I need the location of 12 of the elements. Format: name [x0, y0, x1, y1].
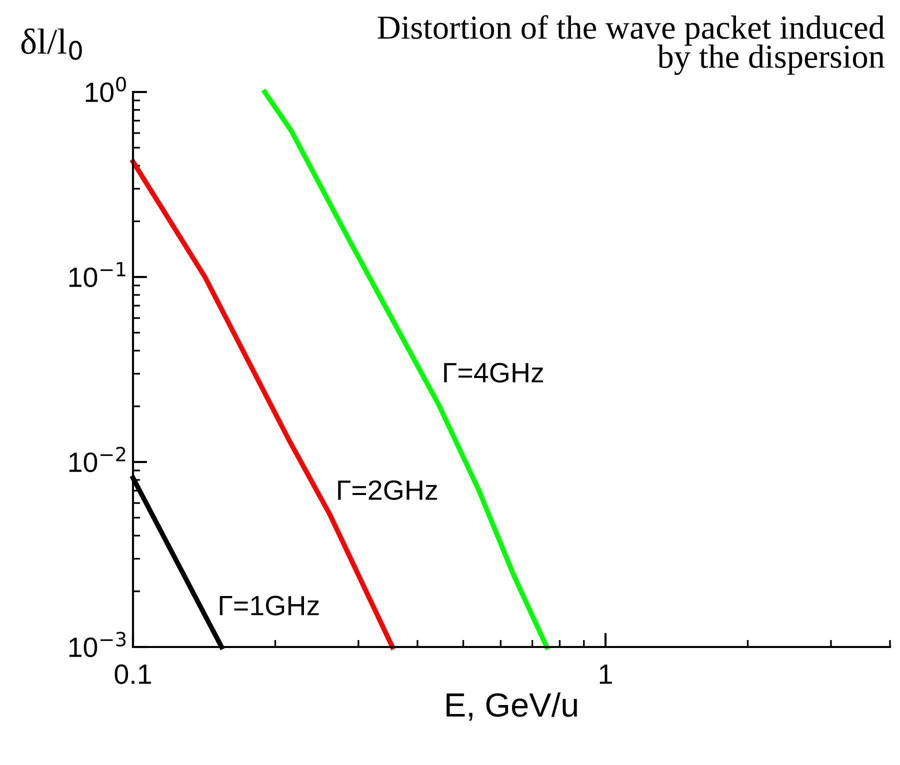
chart-title: Distortion of the wave packet induced by the dispersion — [378, 15, 885, 75]
series-label: Γ=4GHz — [444, 362, 544, 383]
x-tick-label: 0.1 — [114, 664, 151, 684]
series-label: Γ=1GHz — [220, 596, 319, 616]
series-label: Γ=2GHz — [338, 480, 438, 500]
y-tick-label: 10$^{−1}$ — [69, 262, 126, 288]
y-axis-title: δl/l$_{0}$ — [21, 28, 82, 60]
y-tick-label: 10$^{−2}$ — [69, 446, 126, 472]
x-axis-title: E, GeV/u — [446, 692, 577, 721]
y-tick-label: 10$^{0}$ — [86, 76, 126, 102]
x-tick-label: 1 — [600, 664, 612, 684]
y-tick-label: 10$^{−3}$ — [69, 632, 126, 658]
